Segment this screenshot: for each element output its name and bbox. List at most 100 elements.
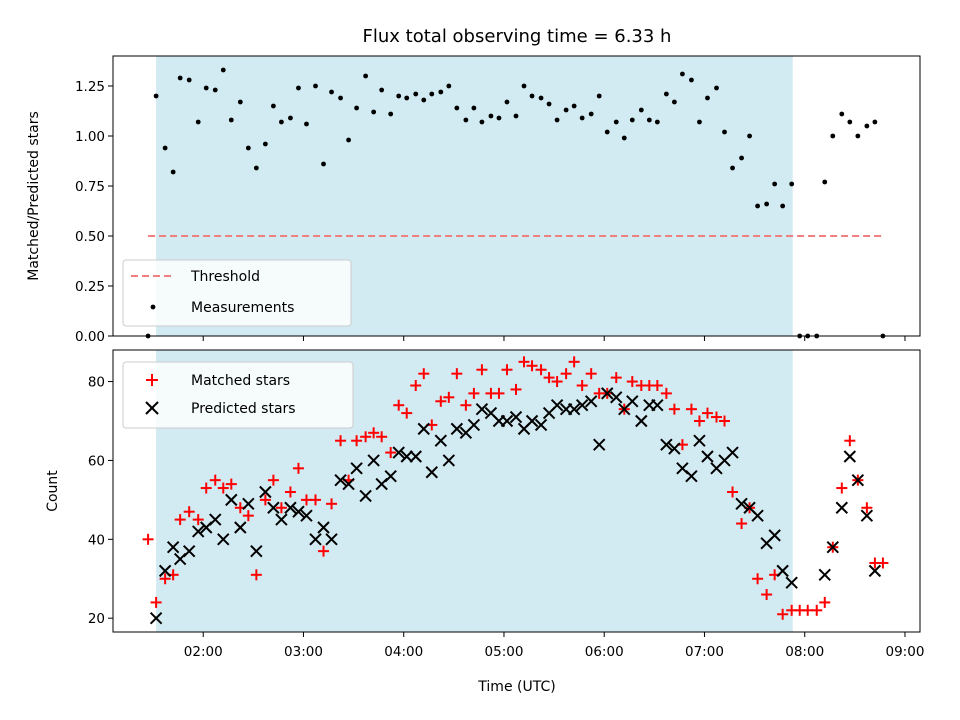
measurement-point <box>228 117 234 123</box>
matched-star-point <box>385 447 397 459</box>
predicted-star-point <box>601 387 614 400</box>
predicted-star-point <box>325 533 338 546</box>
predicted-star-point <box>735 497 748 511</box>
legend-predicted-swatch <box>145 401 159 415</box>
top-y-tick-label: 0.25 <box>75 279 105 295</box>
measurement-point <box>579 115 585 121</box>
predicted-star-point <box>334 473 347 487</box>
measurement-point <box>646 117 652 123</box>
matched-star-point <box>200 482 212 494</box>
predicted-star-point <box>317 521 330 534</box>
predicted-star-point <box>259 485 272 499</box>
predicted-star-point <box>475 402 489 416</box>
measurement-point <box>730 165 735 171</box>
matched-star-point <box>360 431 372 443</box>
bottom-legend: Matched stars Predicted stars <box>122 361 354 429</box>
matched-star-point <box>292 462 304 474</box>
predicted-star-point <box>575 399 589 412</box>
matched-star-point <box>351 435 363 447</box>
predicted-star-point <box>701 450 714 463</box>
matched-star-point <box>451 368 463 380</box>
matched-star-point <box>719 415 731 427</box>
x-tick-label: 06:00 <box>585 644 624 660</box>
measurement-point <box>421 97 427 103</box>
predicted-star-point <box>367 454 380 467</box>
predicted-star-point <box>584 395 598 408</box>
measurement-point <box>329 89 334 95</box>
predicted-star-point <box>309 533 322 546</box>
matched-star-point <box>493 387 505 399</box>
predicted-star-point <box>392 446 405 459</box>
x-tick-label: 02:00 <box>184 644 223 660</box>
predicted-star-point <box>350 462 363 475</box>
matched-star-point <box>761 589 773 601</box>
measurement-point <box>538 95 544 101</box>
measurement-point <box>446 83 452 89</box>
predicted-star-point <box>843 450 857 463</box>
measurement-point <box>739 155 744 161</box>
measurement-point <box>463 117 469 123</box>
chart-title: Flux total observing time = 6.33 h <box>363 26 672 47</box>
measurement-point <box>529 93 535 99</box>
x-tick-label: 07:00 <box>685 644 724 660</box>
matched-star-point <box>610 372 622 384</box>
legend-matched-swatch <box>146 374 158 386</box>
measurement-point <box>220 67 226 73</box>
measurement-point <box>546 101 552 107</box>
predicted-star-point <box>567 402 581 416</box>
predicted-star-point <box>668 442 681 455</box>
matched-star-point <box>418 368 430 380</box>
matched-star-point <box>217 482 229 494</box>
predicted-star-point <box>275 513 288 526</box>
measurement-point <box>413 91 419 97</box>
predicted-star-point <box>851 473 865 487</box>
measurement-point <box>571 103 577 109</box>
predicted-star-point <box>149 611 163 625</box>
predicted-star-point <box>442 454 456 467</box>
measurement-point <box>638 107 644 113</box>
measurement-point <box>304 121 309 127</box>
top-panel: 0.00 0.25 0.50 0.75 1.00 1.25 Matched/Predict… <box>26 55 921 345</box>
predicted-star-point <box>284 501 297 514</box>
matched-star-point <box>174 514 186 526</box>
matched-star-point <box>443 391 455 403</box>
measurement-point <box>822 179 828 185</box>
predicted-star-point <box>250 544 263 558</box>
top-y-tick-label: 0.75 <box>75 179 105 195</box>
bottom-y-ticks: 20 40 60 80 <box>88 375 113 627</box>
predicted-star-point <box>685 470 698 483</box>
predicted-star-point <box>818 568 831 582</box>
measurement-point <box>177 75 183 81</box>
measurement-point <box>563 107 569 113</box>
matched-star-point <box>326 498 338 510</box>
measurement-point <box>839 111 845 117</box>
predicted-star-point <box>509 410 523 424</box>
bottom-panel-frame <box>112 349 921 633</box>
matched-star-point <box>576 379 588 391</box>
matched-star-point <box>585 368 597 380</box>
measurement-point <box>513 113 519 119</box>
measurement-point <box>755 203 760 209</box>
measurement-point <box>604 129 610 135</box>
measurement-point <box>830 133 836 139</box>
predicted-star-point <box>826 540 839 554</box>
measurement-point <box>404 95 410 101</box>
top-y-ticks: 0.00 0.25 0.50 0.75 1.00 1.25 <box>75 79 113 345</box>
matched-star-point <box>183 506 195 518</box>
x-tick-label: 04:00 <box>384 644 423 660</box>
predicted-star-point <box>434 434 448 447</box>
x-tick-label: 08:00 <box>785 644 824 660</box>
matched-star-point <box>310 494 322 506</box>
measurement-point <box>654 119 660 125</box>
matched-star-point <box>568 356 580 368</box>
predicted-star-point <box>592 438 606 451</box>
bottom-y-tick-label: 40 <box>88 532 105 548</box>
legend-measurements-swatch <box>150 304 156 310</box>
measurement-point <box>237 99 243 105</box>
matched-star-point <box>777 608 789 620</box>
measurement-point <box>479 119 485 125</box>
x-tick-label: 05:00 <box>485 644 524 660</box>
predicted-star-point <box>450 422 464 436</box>
predicted-star-point <box>534 418 548 432</box>
predicted-star-point <box>550 399 564 412</box>
